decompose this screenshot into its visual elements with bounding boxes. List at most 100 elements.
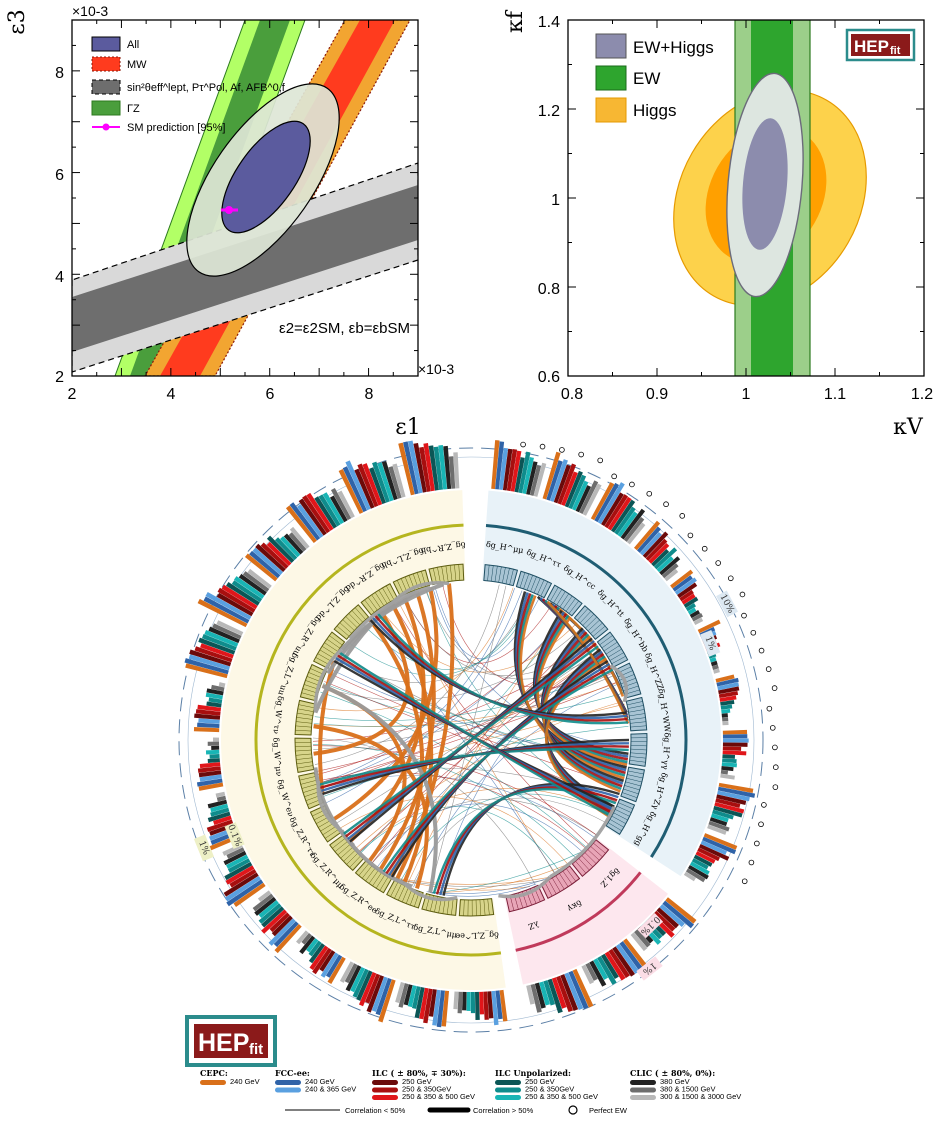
higgs-bar xyxy=(722,750,747,756)
higgs-bar xyxy=(695,851,716,864)
tgc-segment-tick xyxy=(593,842,606,854)
higgs-bar xyxy=(697,847,720,862)
legend-item-label: 250 & 350GeV xyxy=(525,1085,574,1094)
correlation-chord xyxy=(430,863,570,894)
ew-bar xyxy=(475,991,480,1020)
higgs-segment-tick xyxy=(519,572,526,588)
tgc-segment-tick xyxy=(559,873,569,887)
correlation-chord xyxy=(382,668,614,873)
tgc-bar xyxy=(665,897,697,924)
higgs-segment-tick xyxy=(611,815,626,824)
higgs-segment-tick xyxy=(582,613,595,626)
tgc-bar xyxy=(556,975,574,1012)
higgs-bar xyxy=(597,482,625,525)
ew-bar xyxy=(436,990,445,1028)
perfect-ew-marker xyxy=(629,481,635,488)
tgc-segment-tick xyxy=(551,877,561,892)
ew-bar xyxy=(249,550,281,579)
higgs-bar xyxy=(712,664,719,670)
higgs-segment-tick xyxy=(568,600,579,614)
ew-bar xyxy=(366,975,384,1013)
higgs-bar xyxy=(651,549,670,567)
ew-segment-tick xyxy=(297,765,314,769)
legend-group-title: ILC Unpolarized: xyxy=(495,1068,571,1078)
ew-segment-tick xyxy=(296,761,313,765)
higgs-bar xyxy=(626,522,646,545)
higgs-bar xyxy=(491,440,500,490)
ew-segment-tick xyxy=(334,841,348,852)
tgc-bar xyxy=(659,904,685,928)
higgs-bar xyxy=(506,448,518,492)
ew-segment-tick xyxy=(296,757,313,760)
perfect-ew-marker xyxy=(741,878,748,885)
tgc-bar xyxy=(662,900,694,929)
ew-bar xyxy=(224,875,261,902)
legend-color-swatch xyxy=(630,1095,656,1100)
ew-bar xyxy=(185,663,228,679)
ew-bar xyxy=(329,495,348,523)
ew-bar xyxy=(296,930,309,945)
legend-item-label: 240 GeV xyxy=(230,1077,260,1086)
legend-label-ew: EW xyxy=(633,69,660,88)
ew-bar xyxy=(271,915,293,937)
higgs-bar xyxy=(553,464,571,504)
perfect-ew-marker xyxy=(758,821,764,828)
ew-segment-tick xyxy=(346,852,359,865)
x-tick-0.9: 0.9 xyxy=(646,386,668,403)
ew-segment-tick xyxy=(298,704,315,709)
higgs-bar xyxy=(689,861,710,875)
ew-segment-tick xyxy=(354,607,366,620)
higgs-segment-tick xyxy=(630,725,647,728)
ew-segment-tick xyxy=(454,564,457,581)
tgc-bar xyxy=(551,977,567,1009)
higgs-segment-tick xyxy=(553,589,563,604)
perfect-ew-marker xyxy=(772,764,779,771)
tgc-bar xyxy=(581,964,595,985)
ew-segment-tick xyxy=(374,592,385,606)
ew-bar xyxy=(453,991,459,1010)
higgs-bar xyxy=(720,700,735,706)
higgs-bar xyxy=(582,483,602,516)
ew-bar xyxy=(229,868,257,888)
tgc-bar xyxy=(597,956,617,985)
ew-segment-tick xyxy=(295,721,312,724)
ew-segment-tick xyxy=(343,850,356,862)
ew-bar xyxy=(345,965,362,992)
inner-scale-ring xyxy=(187,456,755,1024)
ew-bar xyxy=(223,872,259,897)
ew-bar xyxy=(189,649,232,667)
perfect-ew-marker xyxy=(765,666,772,672)
ew-bar xyxy=(227,858,251,873)
ew-bar xyxy=(226,854,249,869)
ew-segment-tick xyxy=(445,565,449,582)
higgs-bar xyxy=(623,516,645,542)
ew-bar xyxy=(395,982,405,1004)
legend-label-ewhiggs: EW+Higgs xyxy=(633,38,714,57)
ew-bar xyxy=(184,658,229,675)
ew-bar xyxy=(457,991,463,1014)
higgs-bar xyxy=(709,817,728,827)
hepfit-logo-top-main: HEP xyxy=(854,37,889,56)
ew-segment-tick xyxy=(342,619,355,631)
higgs-bar xyxy=(709,656,717,663)
x-tick-1: 1 xyxy=(742,386,751,403)
correlation-chord xyxy=(313,648,343,713)
tgc-segment-tick xyxy=(555,875,565,890)
higgs-bar xyxy=(659,556,681,576)
legend-color-swatch xyxy=(275,1087,301,1093)
higgs-bar xyxy=(721,766,734,772)
legend-item-label: 250 & 350 & 500 GeV xyxy=(402,1092,475,1101)
higgs-bar xyxy=(717,682,740,691)
perfect-ew-marker xyxy=(741,612,747,619)
higgs-bar xyxy=(707,824,727,835)
higgs-segment-tick xyxy=(498,566,502,583)
ew-bar xyxy=(257,890,272,902)
ew-bar xyxy=(392,463,406,498)
legend-label-higgs: Higgs xyxy=(633,101,676,120)
ewhiggs-contour-inner xyxy=(742,118,788,250)
ew-segment-tick xyxy=(301,692,317,698)
correlation-chord xyxy=(318,588,515,784)
higgs-bar xyxy=(683,871,696,882)
ew-bar xyxy=(371,976,388,1012)
ew-bar xyxy=(419,987,429,1020)
